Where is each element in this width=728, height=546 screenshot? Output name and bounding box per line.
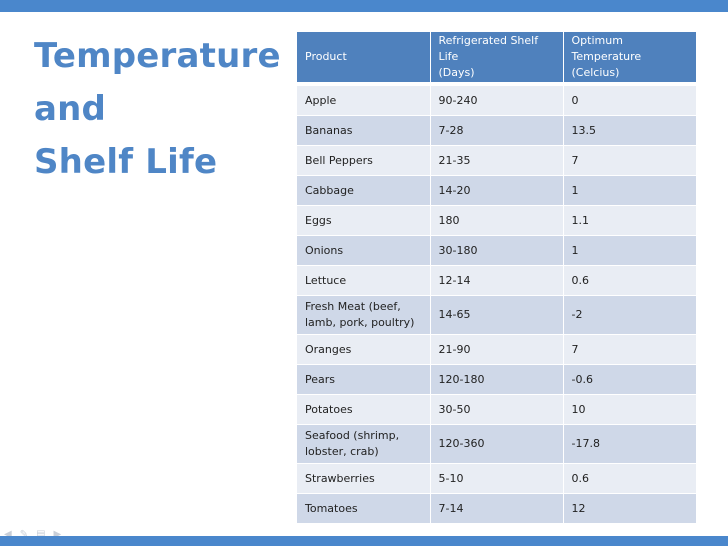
product-name-line: Eggs: [305, 213, 332, 227]
temperature-cell: -0.6: [563, 364, 696, 395]
table-row: Fresh Meat (beef, lamb, pork, poultry) 14-…: [297, 295, 696, 335]
table-body: Apple 90-240 0 Bananas 7-28 13.5 Bell Peppers 2…: [297, 82, 696, 523]
column-header-line: Product: [305, 50, 347, 63]
column-header-2: Refrigerated Shelf Life (Days): [430, 32, 564, 82]
title-line-3: Shelf Life: [34, 142, 218, 182]
table-row: Apple 90-240 0: [297, 85, 696, 116]
column-header-line: (Days): [438, 66, 475, 79]
product-cell: Seafood (shrimp, lobster, crab): [297, 424, 431, 464]
product-name-line: Bananas: [305, 123, 353, 137]
product-name-line: Seafood (shrimp,: [305, 429, 400, 442]
column-header-1: Product: [297, 32, 431, 82]
product-name-line: lamb, pork, poultry): [305, 316, 415, 329]
shelf-life-cell: 90-240: [430, 85, 564, 116]
product-cell: Potatoes: [297, 394, 431, 425]
temperature-cell: 1: [563, 175, 696, 206]
previous-arrow-icon[interactable]: ◀: [4, 529, 12, 540]
product-cell: Cabbage: [297, 175, 431, 206]
shelf-life-cell: 14-20: [430, 175, 564, 206]
column-header-line: Refrigerated Shelf Life: [438, 34, 539, 63]
shelf-life-cell: 7-14: [430, 493, 564, 523]
table-row: Strawberries 5-10 0.6: [297, 463, 696, 494]
temperature-cell: -2: [563, 295, 696, 335]
product-name-line: Lettuce: [305, 273, 347, 287]
title-line-2: and: [34, 89, 107, 129]
product-name-line: Tomatoes: [305, 501, 358, 515]
shelf-life-table: Product Refrigerated Shelf Life (Days) Opti…: [297, 32, 696, 523]
product-cell: Lettuce: [297, 265, 431, 296]
temperature-cell: 0.6: [563, 265, 696, 296]
product-cell: Pears: [297, 364, 431, 395]
shelf-life-cell: 21-90: [430, 334, 564, 365]
temperature-cell: 7: [563, 334, 696, 365]
shelf-life-cell: 5-10: [430, 463, 564, 494]
product-name-line: Bell Peppers: [305, 153, 373, 167]
title-line-1: Temperature: [34, 36, 281, 76]
slides-menu-icon[interactable]: ▤: [36, 529, 46, 540]
product-name-line: Oranges: [305, 342, 352, 356]
temperature-cell: -17.8: [563, 424, 696, 464]
product-name-line: Onions: [305, 243, 344, 257]
table-row: Pears 120-180 -0.6: [297, 364, 696, 395]
shelf-life-cell: 120-180: [430, 364, 564, 395]
temperature-cell: 1: [563, 235, 696, 266]
table-row: Lettuce 12-14 0.6: [297, 265, 696, 296]
product-name-line: lobster, crab): [305, 445, 379, 458]
bottom-accent-bar: [0, 536, 728, 546]
product-name-line: Strawberries: [305, 471, 375, 485]
table-row: Onions 30-180 1: [297, 235, 696, 266]
table-row: Oranges 21-90 7: [297, 334, 696, 365]
product-name-line: Fresh Meat (beef,: [305, 300, 401, 313]
shelf-life-cell: 7-28: [430, 115, 564, 146]
shelf-life-cell: 30-50: [430, 394, 564, 425]
product-name-line: Cabbage: [305, 183, 354, 197]
product-name-line: Pears: [305, 372, 336, 386]
product-cell: Apple: [297, 85, 431, 116]
table-row: Bell Peppers 21-35 7: [297, 145, 696, 176]
product-cell: Bananas: [297, 115, 431, 146]
shelf-life-cell: 180: [430, 205, 564, 236]
product-name-line: Apple: [305, 93, 337, 107]
next-arrow-icon[interactable]: ▶: [53, 529, 62, 540]
table-row: Bananas 7-28 13.5: [297, 115, 696, 146]
slide-title: Temperature and Shelf Life: [34, 30, 284, 189]
shelf-life-cell: 21-35: [430, 145, 564, 176]
shelf-life-cell: 12-14: [430, 265, 564, 296]
shelf-life-cell: 30-180: [430, 235, 564, 266]
temperature-cell: 12: [563, 493, 696, 523]
table-row: Tomatoes 7-14 12: [297, 493, 696, 523]
table-row: Seafood (shrimp, lobster, crab) 120-360 -17…: [297, 424, 696, 464]
shelf-life-cell: 120-360: [430, 424, 564, 464]
table-header-row: Product Refrigerated Shelf Life (Days) Opti…: [297, 32, 696, 82]
product-name-line: Potatoes: [305, 402, 353, 416]
table-row: Cabbage 14-20 1: [297, 175, 696, 206]
temperature-cell: 13.5: [563, 115, 696, 146]
column-header-3: Optimum Temperature (Celcius): [563, 32, 696, 82]
product-cell: Strawberries: [297, 463, 431, 494]
temperature-cell: 1.1: [563, 205, 696, 236]
product-cell: Oranges: [297, 334, 431, 365]
column-header-line: Optimum: [571, 34, 623, 47]
header-gap: [297, 82, 696, 86]
product-cell: Eggs: [297, 205, 431, 236]
temperature-cell: 0.6: [563, 463, 696, 494]
table-row: Potatoes 30-50 10: [297, 394, 696, 425]
pen-icon[interactable]: ✎: [19, 529, 29, 540]
top-accent-bar: [0, 0, 728, 12]
temperature-cell: 0: [563, 85, 696, 116]
shelf-life-cell: 14-65: [430, 295, 564, 335]
temperature-cell: 7: [563, 145, 696, 176]
product-cell: Fresh Meat (beef, lamb, pork, poultry): [297, 295, 431, 335]
temperature-cell: 10: [563, 394, 696, 425]
product-cell: Tomatoes: [297, 493, 431, 523]
table-row: Eggs 180 1.1: [297, 205, 696, 236]
product-cell: Bell Peppers: [297, 145, 431, 176]
product-cell: Onions: [297, 235, 431, 266]
slideshow-nav: ◀ ✎ ▤ ▶: [4, 524, 94, 540]
column-header-line: Temperature (Celcius): [571, 50, 642, 79]
